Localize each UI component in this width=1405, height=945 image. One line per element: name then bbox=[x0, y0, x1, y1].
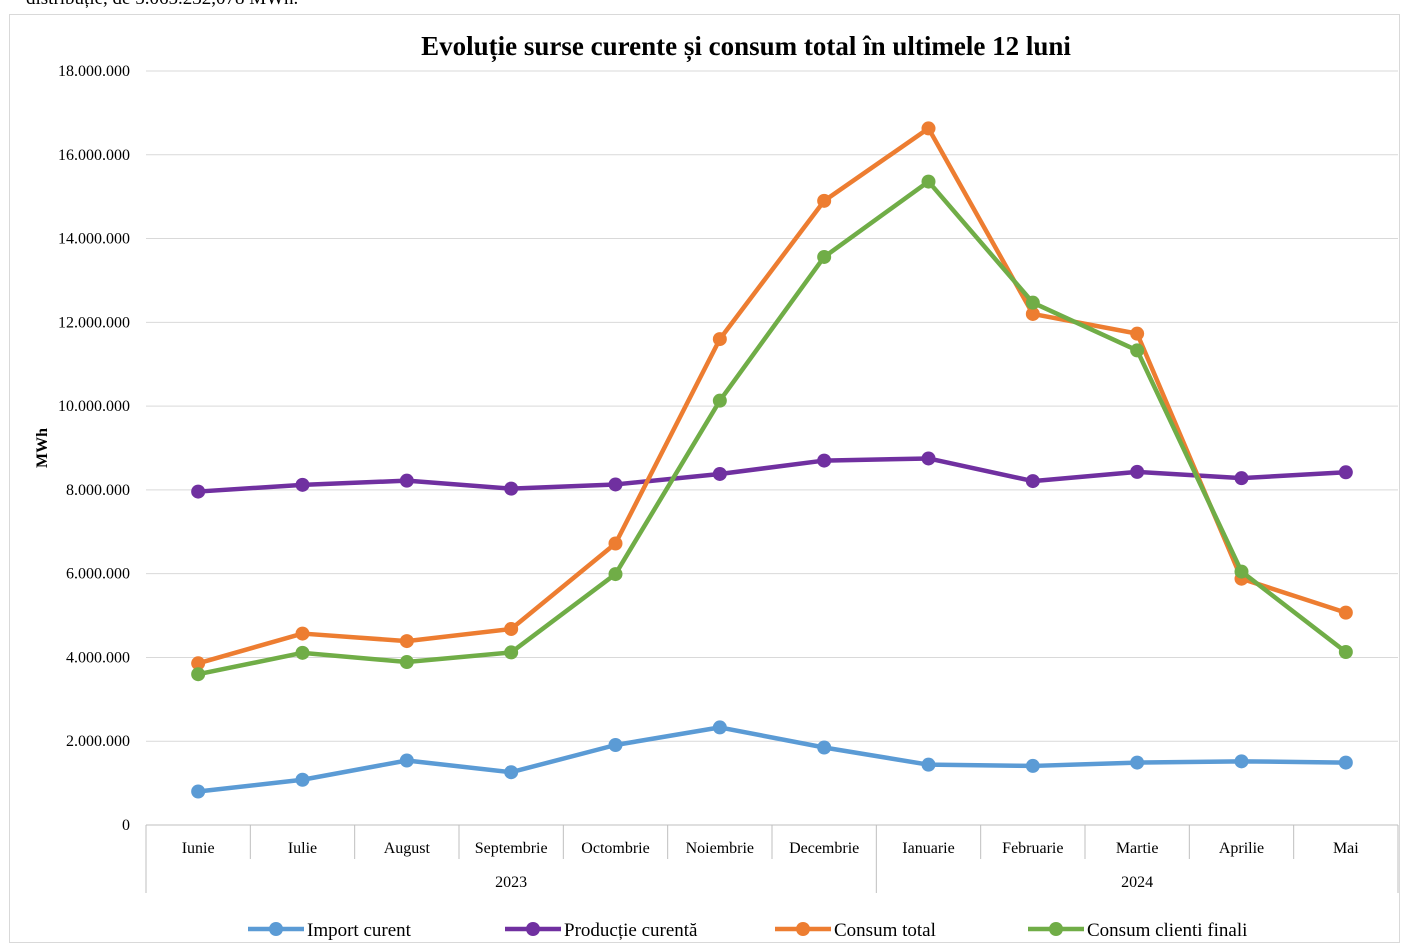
data-point bbox=[1130, 343, 1145, 358]
legend-marker bbox=[1049, 922, 1063, 936]
legend-marker bbox=[796, 922, 810, 936]
x-tick-label: Aprilie bbox=[1219, 840, 1264, 857]
y-tick-label: 4.000.000 bbox=[66, 649, 130, 666]
data-point bbox=[1234, 754, 1249, 769]
data-point bbox=[608, 477, 623, 492]
x-tick-label: Septembrie bbox=[475, 840, 548, 857]
x-tick-label: Februarie bbox=[1002, 840, 1063, 857]
series-line bbox=[195, 126, 1349, 666]
y-tick-label: 0 bbox=[122, 817, 130, 834]
data-point bbox=[504, 481, 519, 496]
y-tick-label: 8.000.000 bbox=[66, 482, 130, 499]
legend-marker bbox=[526, 922, 540, 936]
data-point bbox=[1025, 306, 1040, 321]
data-point bbox=[504, 621, 519, 636]
legend-label: Consum total bbox=[834, 920, 936, 941]
series-line bbox=[195, 456, 1349, 494]
data-point bbox=[191, 784, 206, 799]
y-axis-label: MWh bbox=[34, 428, 51, 468]
data-point bbox=[1234, 564, 1249, 579]
y-tick-label: 18.000.000 bbox=[58, 63, 130, 80]
data-point bbox=[712, 332, 727, 347]
data-point bbox=[921, 121, 936, 136]
data-point bbox=[399, 753, 414, 768]
data-point bbox=[399, 634, 414, 649]
data-point bbox=[1338, 755, 1353, 770]
x-tick-label: Octombrie bbox=[581, 840, 649, 857]
data-point bbox=[817, 193, 832, 208]
data-point bbox=[1130, 755, 1145, 770]
data-point bbox=[817, 740, 832, 755]
series-line bbox=[195, 725, 1349, 794]
y-tick-label: 16.000.000 bbox=[58, 147, 130, 164]
y-tick-label: 14.000.000 bbox=[58, 231, 130, 248]
data-point bbox=[1338, 465, 1353, 480]
legend-label: Import curent bbox=[307, 920, 412, 941]
data-point bbox=[399, 473, 414, 488]
data-point bbox=[191, 484, 206, 499]
x-tick-label: Martie bbox=[1116, 840, 1159, 857]
data-point bbox=[608, 737, 623, 752]
data-point bbox=[295, 477, 310, 492]
data-point bbox=[295, 772, 310, 787]
series-line bbox=[195, 179, 1349, 677]
x-group-label: 2023 bbox=[495, 874, 527, 891]
y-tick-label: 12.000.000 bbox=[58, 314, 130, 331]
data-point bbox=[191, 656, 206, 671]
y-tick-label: 2.000.000 bbox=[66, 733, 130, 750]
data-point bbox=[1234, 471, 1249, 486]
preceding-text-fragment: distribuție, de 5.065.232,078 MWh. bbox=[26, 0, 298, 10]
data-point bbox=[295, 645, 310, 660]
data-point bbox=[712, 720, 727, 735]
data-point bbox=[1025, 474, 1040, 489]
y-tick-label: 6.000.000 bbox=[66, 566, 130, 583]
data-point bbox=[1130, 464, 1145, 479]
data-point bbox=[921, 757, 936, 772]
data-point bbox=[1025, 295, 1040, 310]
data-point bbox=[1338, 644, 1353, 659]
data-point bbox=[1025, 758, 1040, 773]
x-tick-label: Iunie bbox=[182, 840, 215, 857]
data-point bbox=[712, 393, 727, 408]
x-tick-label: Mai bbox=[1333, 840, 1359, 857]
data-point bbox=[1130, 326, 1145, 341]
y-tick-label: 10.000.000 bbox=[58, 398, 130, 415]
data-point bbox=[608, 567, 623, 582]
data-point bbox=[295, 626, 310, 641]
data-point bbox=[817, 249, 832, 264]
data-point bbox=[191, 667, 206, 682]
data-point bbox=[504, 765, 519, 780]
data-point bbox=[921, 174, 936, 189]
x-tick-label: Decembrie bbox=[789, 840, 859, 857]
data-point bbox=[921, 451, 936, 466]
data-point bbox=[608, 536, 623, 551]
legend-marker bbox=[269, 922, 283, 936]
data-point bbox=[504, 645, 519, 660]
x-tick-label: Noiembrie bbox=[686, 840, 754, 857]
x-tick-label: August bbox=[384, 840, 431, 857]
x-group-label: 2024 bbox=[1121, 874, 1153, 891]
chart-title: Evoluție surse curente și consum total î… bbox=[421, 31, 1071, 62]
data-point bbox=[1338, 605, 1353, 620]
legend-label: Producție curentă bbox=[564, 920, 698, 941]
x-tick-label: Iulie bbox=[288, 840, 317, 857]
data-point bbox=[712, 466, 727, 481]
legend-label: Consum clienti finali bbox=[1087, 920, 1247, 941]
data-point bbox=[399, 655, 414, 670]
x-tick-label: Ianuarie bbox=[902, 840, 954, 857]
data-point bbox=[817, 453, 832, 468]
